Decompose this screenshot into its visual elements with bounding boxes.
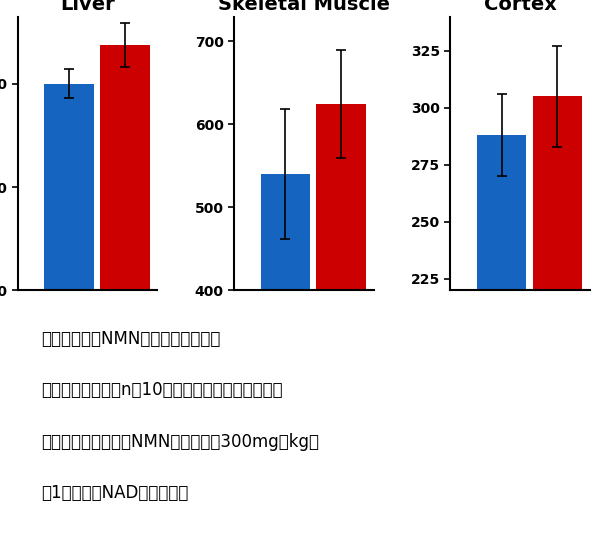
Text: （グループあたろn＝10マウス）の肝臓、骨格筋、: （グループあたろn＝10マウス）の肝臓、骨格筋、 xyxy=(41,381,283,399)
Bar xyxy=(260,174,310,290)
Title: Cortex: Cortex xyxy=(484,0,557,14)
Title: Liver: Liver xyxy=(60,0,115,14)
Bar xyxy=(316,104,366,290)
Text: 対照（青）とNMN投与（赤）マウス: 対照（青）とNMN投与（赤）マウス xyxy=(41,329,220,348)
Bar xyxy=(533,96,582,290)
Title: Skeletal Muscle: Skeletal Muscle xyxy=(218,0,390,14)
Bar xyxy=(100,45,150,290)
Text: および皮質におけるNMN経口投与（300mg／kg）: および皮質におけるNMN経口投与（300mg／kg） xyxy=(41,433,319,451)
Text: の1時間後のNAD＋レベル。: の1時間後のNAD＋レベル。 xyxy=(41,484,188,503)
Bar xyxy=(477,135,526,290)
Bar xyxy=(44,84,94,290)
